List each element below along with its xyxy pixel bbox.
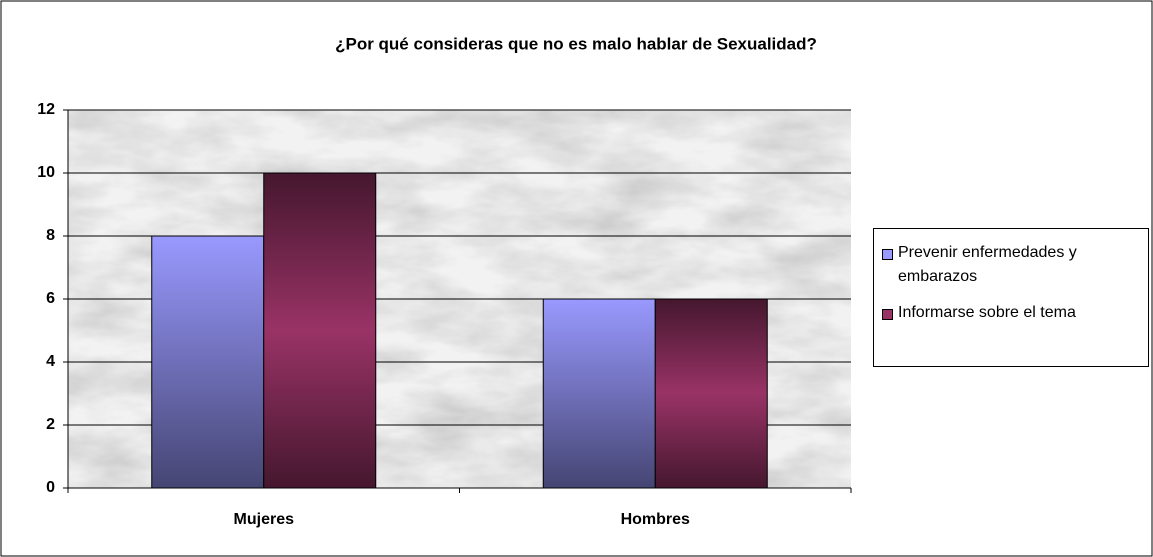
x-tick-label: Hombres: [621, 511, 690, 528]
legend-label: Prevenir enfermedades y embarazos: [898, 244, 1077, 285]
chart-title: ¿Por qué consideras que no es malo habla…: [335, 34, 817, 53]
y-tick-label: 0: [46, 479, 55, 496]
y-tick-label: 10: [37, 164, 55, 181]
legend-item: Prevenir enfermedades y embarazos: [882, 241, 1144, 289]
y-tick-label: 2: [46, 416, 55, 433]
bar: [151, 235, 265, 489]
legend-swatch: [882, 309, 893, 320]
legend-label: Informarse sobre el tema: [898, 304, 1076, 321]
bar: [654, 298, 768, 489]
y-tick-label: 8: [46, 227, 55, 244]
y-tick-label: 12: [37, 101, 55, 118]
y-tick-label: 4: [46, 353, 55, 370]
x-tick-label: Mujeres: [234, 511, 295, 528]
bar: [263, 172, 377, 489]
legend-swatch: [882, 249, 893, 260]
legend: Prevenir enfermedades y embarazos Informa…: [873, 228, 1149, 367]
legend-item: Informarse sobre el tema: [882, 301, 1144, 325]
y-tick-label: 6: [46, 290, 55, 307]
bar: [542, 298, 656, 489]
